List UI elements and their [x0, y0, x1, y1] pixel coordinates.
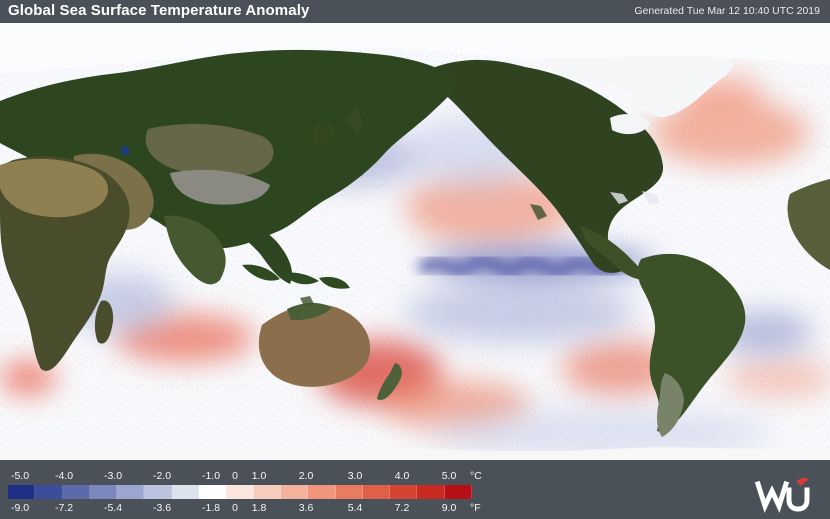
north-america-land — [426, 59, 664, 273]
world-map — [0, 23, 830, 460]
sea-surface-anomaly-map — [0, 23, 830, 460]
celsius-tick-label: 2.0 — [298, 470, 314, 482]
wu-logo-mark — [754, 477, 810, 513]
warm-west-atlantic-anomaly — [725, 358, 830, 398]
temperature-anomaly-legend: -5.0 -4.0 -3.0 -2.0 -1.0 0 1.0 2.0 3.0 4… — [0, 460, 830, 519]
legend-swatch — [390, 485, 418, 499]
legend-swatch — [35, 485, 63, 499]
legend-swatch — [335, 485, 363, 499]
warm-north-atlantic-anomaly — [650, 100, 810, 166]
australia-land — [258, 304, 371, 387]
warm-south-african-anomaly — [0, 362, 56, 394]
legend-swatch — [144, 485, 172, 499]
continents — [0, 33, 830, 460]
india-land — [164, 215, 226, 285]
fahrenheit-tick-label: -5.4 — [103, 502, 123, 514]
legend-swatch — [8, 485, 36, 499]
legend-swatch — [199, 485, 227, 499]
fahrenheit-tick-label: 9.0 — [441, 502, 457, 514]
europe-west-africa-edge — [787, 179, 830, 270]
antarctica-coast-strip — [0, 447, 830, 460]
fahrenheit-tick-label: 0 — [232, 502, 238, 514]
south-america-southern-tip — [657, 373, 684, 437]
madagascar-land — [94, 300, 114, 344]
fahrenheit-tick-label: 1.8 — [251, 502, 267, 514]
map-header: Global Sea Surface Temperature Anomaly G… — [0, 0, 830, 23]
cool-southern-ocean-anomaly — [430, 409, 770, 457]
fahrenheit-tick-label: -3.6 — [152, 502, 172, 514]
legend-swatch — [444, 485, 473, 499]
new-zealand-land — [377, 363, 402, 400]
warm-south-atlantic-anomaly — [562, 340, 678, 396]
legend-swatch — [62, 485, 90, 499]
indonesia-islands — [242, 264, 350, 289]
color-scale-bar — [8, 485, 473, 499]
celsius-tick-label: -2.0 — [152, 470, 172, 482]
legend-swatch — [362, 485, 391, 499]
celsius-tick-label: -4.0 — [54, 470, 74, 482]
legend-swatch — [171, 485, 200, 499]
celsius-tick-label: 3.0 — [347, 470, 363, 482]
celsius-tick-label: 4.0 — [394, 470, 410, 482]
tibet-plateau — [170, 169, 270, 205]
equatorial-cool-wave — [418, 255, 624, 278]
fahrenheit-tick-label: -1.8 — [201, 502, 221, 514]
weather-underground-logo — [754, 475, 812, 513]
hudson-bay-ice — [610, 114, 650, 135]
celsius-tick-label: -5.0 — [10, 470, 30, 482]
warm-north-pacific-anomaly — [405, 170, 575, 246]
legend-swatch — [308, 485, 336, 499]
sea-ice-white-areas — [0, 23, 830, 135]
celsius-tick-label: -1.0 — [201, 470, 221, 482]
fahrenheit-tick-label: 7.2 — [394, 502, 410, 514]
legend-swatch — [226, 485, 254, 499]
fahrenheit-unit-label: °F — [470, 502, 481, 514]
celsius-tick-label: 0 — [232, 470, 238, 482]
generated-timestamp: Generated Tue Mar 12 10:40 UTC 2019 — [634, 5, 820, 17]
fahrenheit-tick-label: 5.4 — [347, 502, 363, 514]
map-title: Global Sea Surface Temperature Anomaly — [8, 2, 310, 19]
cool-central-pacific-anomaly — [405, 283, 635, 343]
legend-swatch — [89, 485, 118, 499]
central-asia-desert — [145, 123, 274, 178]
arctic-white-ice — [0, 23, 830, 74]
australia-north-green — [287, 302, 332, 321]
celsius-unit-label: °C — [470, 470, 482, 482]
central-america-land — [580, 226, 655, 281]
legend-swatch — [117, 485, 145, 499]
small-islands-and-coast-details — [120, 106, 660, 306]
celsius-tick-label: 5.0 — [441, 470, 457, 482]
legend-swatch — [280, 485, 309, 499]
japan-land — [312, 123, 334, 147]
celsius-tick-label: 1.0 — [251, 470, 267, 482]
celsius-tick-label: -3.0 — [103, 470, 123, 482]
fahrenheit-tick-label: -9.0 — [10, 502, 30, 514]
fahrenheit-tick-label: -7.2 — [54, 502, 74, 514]
legend-swatch — [253, 485, 281, 499]
fahrenheit-tick-label: 3.6 — [298, 502, 314, 514]
sahara-desert — [0, 158, 108, 218]
southeast-asia-land — [222, 217, 293, 284]
legend-swatch — [417, 485, 445, 499]
